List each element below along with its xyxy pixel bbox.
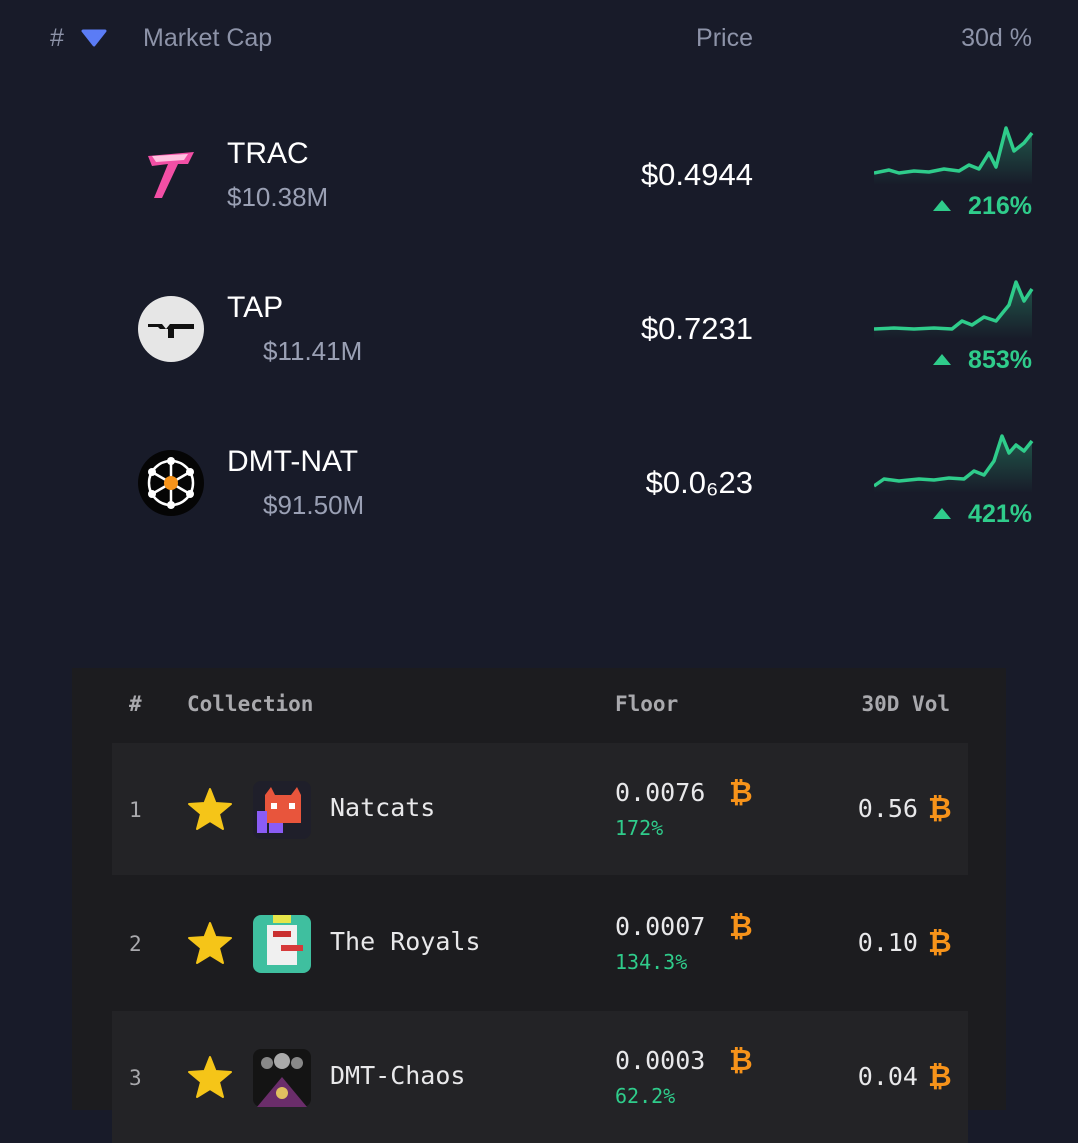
floor-change: 134.3% bbox=[615, 950, 688, 974]
page: {"tokens":{"header":{"rank":"#","market_… bbox=[50, 24, 1034, 1143]
collection-image bbox=[253, 1049, 311, 1107]
floor-header[interactable]: Floor bbox=[615, 692, 679, 716]
volume: 0.56 bbox=[857, 794, 918, 823]
market-cap-header[interactable]: Market Cap bbox=[143, 24, 273, 52]
token-name[interactable]: TRAC bbox=[227, 137, 309, 170]
collection-name[interactable]: DMT-Chaos bbox=[330, 1061, 466, 1090]
collection-row[interactable] bbox=[112, 1011, 968, 1143]
token-change: 853% bbox=[968, 346, 1032, 374]
favorite-star[interactable] bbox=[187, 921, 233, 965]
token-name[interactable]: DMT-NAT bbox=[227, 445, 359, 478]
currency-symbol: ₿ bbox=[928, 925, 952, 959]
token-market-cap: $11.41M bbox=[263, 336, 363, 366]
token-price: $0.0₆23 bbox=[645, 465, 753, 500]
currency-symbol: ₿ bbox=[928, 791, 952, 825]
collection-row[interactable] bbox=[112, 743, 968, 875]
floor-change: 172% bbox=[615, 816, 664, 840]
collection-name[interactable]: Natcats bbox=[330, 793, 436, 822]
currency-symbol: ₿ bbox=[729, 1043, 753, 1077]
floor-price: 0.0076 bbox=[615, 778, 706, 807]
token-change: 216% bbox=[968, 192, 1032, 220]
collection-header[interactable]: Collection bbox=[187, 692, 314, 716]
change-header[interactable]: 30d % bbox=[961, 24, 1032, 52]
token-icon[interactable] bbox=[138, 142, 204, 208]
sparkline bbox=[874, 434, 1034, 493]
token-price: $0.4944 bbox=[640, 157, 753, 192]
token-icon[interactable] bbox=[138, 296, 204, 362]
sparkline bbox=[874, 126, 1034, 185]
up-arrow bbox=[933, 508, 951, 519]
collection-row[interactable] bbox=[112, 877, 968, 1009]
up-arrow bbox=[933, 354, 951, 365]
currency-symbol: ₿ bbox=[928, 1059, 952, 1093]
floor-change: 62.2% bbox=[615, 1084, 676, 1108]
currency-symbol: ₿ bbox=[729, 775, 753, 809]
rank: 1 bbox=[129, 798, 142, 822]
token-change: 421% bbox=[968, 500, 1032, 528]
collection-name[interactable]: The Royals bbox=[330, 927, 481, 956]
rank-header: # bbox=[129, 692, 142, 716]
up-arrow bbox=[933, 200, 951, 211]
rank: 2 bbox=[129, 932, 142, 956]
price-header[interactable]: Price bbox=[696, 24, 753, 52]
sparkline bbox=[874, 280, 1034, 339]
currency-symbol: ₿ bbox=[729, 909, 753, 943]
favorite-star[interactable] bbox=[187, 787, 233, 831]
token-name[interactable]: TAP bbox=[227, 291, 284, 324]
volume: 0.04 bbox=[857, 1062, 918, 1091]
volume: 0.10 bbox=[857, 928, 918, 957]
floor-price: 0.0007 bbox=[615, 912, 706, 941]
token-icon[interactable] bbox=[138, 450, 204, 516]
collection-image bbox=[253, 915, 311, 973]
token-price: $0.7231 bbox=[640, 311, 753, 346]
collection-image bbox=[253, 781, 311, 839]
volume-header[interactable]: 30D Vol bbox=[861, 692, 950, 716]
favorite-star[interactable] bbox=[187, 1055, 233, 1099]
sort-icon[interactable] bbox=[81, 29, 107, 47]
rank-header[interactable]: # bbox=[50, 24, 64, 52]
floor-price: 0.0003 bbox=[615, 1046, 706, 1075]
rank: 3 bbox=[129, 1066, 142, 1090]
token-market-cap: $10.38M bbox=[227, 182, 329, 212]
token-market-cap: $91.50M bbox=[263, 490, 365, 520]
